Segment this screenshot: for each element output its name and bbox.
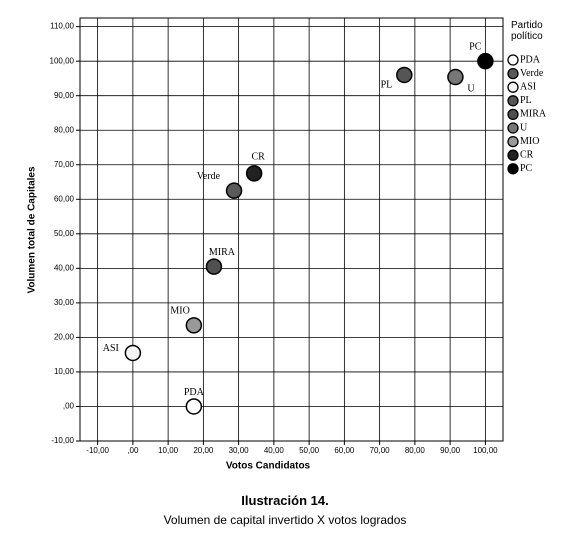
- legend-label: MIRA: [520, 109, 547, 120]
- x-tick-label: ,00: [127, 446, 139, 455]
- point: [245, 165, 263, 182]
- point: [225, 182, 243, 199]
- point: [205, 258, 223, 275]
- point-label: PDA: [184, 387, 205, 398]
- x-tick-label: 90,00: [440, 446, 461, 455]
- point: [396, 66, 413, 84]
- chart: Votos Candidatos Volumen total de Capita…: [27, 17, 547, 472]
- x-tick-label: 60,00: [334, 446, 355, 455]
- x-tick-label: 20,00: [193, 446, 214, 455]
- point: [477, 52, 494, 70]
- x-tick-label: 40,00: [264, 446, 285, 455]
- y-tick-label: 100,00: [50, 56, 75, 65]
- legend-label: PDA: [520, 54, 541, 65]
- y-tick-label: 50,00: [54, 229, 75, 238]
- plot-area: [79, 17, 504, 442]
- legend-label: CR: [520, 149, 534, 160]
- point-label: CR: [251, 152, 265, 163]
- point-label: U: [467, 83, 475, 94]
- legend-label: ASI: [520, 81, 536, 92]
- point-label: PC: [469, 41, 482, 52]
- legend-label: U: [520, 122, 528, 133]
- legend-marker: [507, 95, 519, 107]
- y-tick-label: 80,00: [54, 125, 75, 134]
- point-label: MIRA: [209, 247, 236, 258]
- point: [447, 68, 464, 86]
- legend-marker: [507, 67, 519, 80]
- legend-marker: [507, 122, 519, 134]
- x-tick-label: 30,00: [229, 446, 250, 455]
- x-tick-label: 10,00: [158, 446, 179, 455]
- x-axis-label: Votos Candidatos: [226, 461, 311, 472]
- point: [185, 317, 203, 334]
- y-axis-label: Volumen total de Capitales: [27, 166, 38, 293]
- y-tick-label: 70,00: [54, 160, 75, 169]
- y-tick-label: 30,00: [54, 298, 75, 307]
- y-tick-label: 10,00: [54, 367, 75, 376]
- y-tick-label: 90,00: [54, 91, 75, 100]
- legend-marker: [507, 163, 519, 175]
- y-tick-label: ,00: [63, 402, 75, 411]
- y-tick-label: 40,00: [54, 263, 75, 272]
- legend-marker: [507, 149, 519, 161]
- point: [124, 344, 142, 362]
- point-label: Verde: [197, 171, 221, 182]
- legend-label: Verde: [520, 68, 544, 79]
- x-tick-label: -10,00: [86, 446, 109, 455]
- point-label: PL: [381, 79, 393, 90]
- caption-title: Ilustración 14.: [241, 493, 329, 508]
- legend-marker: [507, 54, 519, 66]
- x-tick-label: 80,00: [405, 446, 426, 455]
- legend-label: PC: [520, 163, 533, 174]
- point-label: ASI: [103, 343, 119, 354]
- legend-label: PL: [520, 95, 532, 106]
- y-tick-label: 20,00: [54, 333, 75, 342]
- legend-marker: [507, 108, 519, 121]
- legend-title: Partido político: [511, 20, 543, 42]
- x-tick-label: 100,00: [473, 446, 498, 455]
- x-tick-label: 70,00: [370, 446, 391, 455]
- y-tick-label: 110,00: [50, 22, 74, 31]
- caption-text: Volumen de capital invertido X votos log…: [163, 513, 407, 527]
- legend-marker: [507, 135, 519, 148]
- point-label: MIO: [170, 306, 189, 317]
- x-tick-label: 50,00: [299, 446, 320, 455]
- legend-label: MIO: [520, 136, 539, 147]
- legend-marker: [507, 81, 519, 93]
- y-tick-label: 60,00: [54, 194, 75, 203]
- y-tick-label: -10,00: [51, 436, 74, 445]
- point: [185, 398, 203, 415]
